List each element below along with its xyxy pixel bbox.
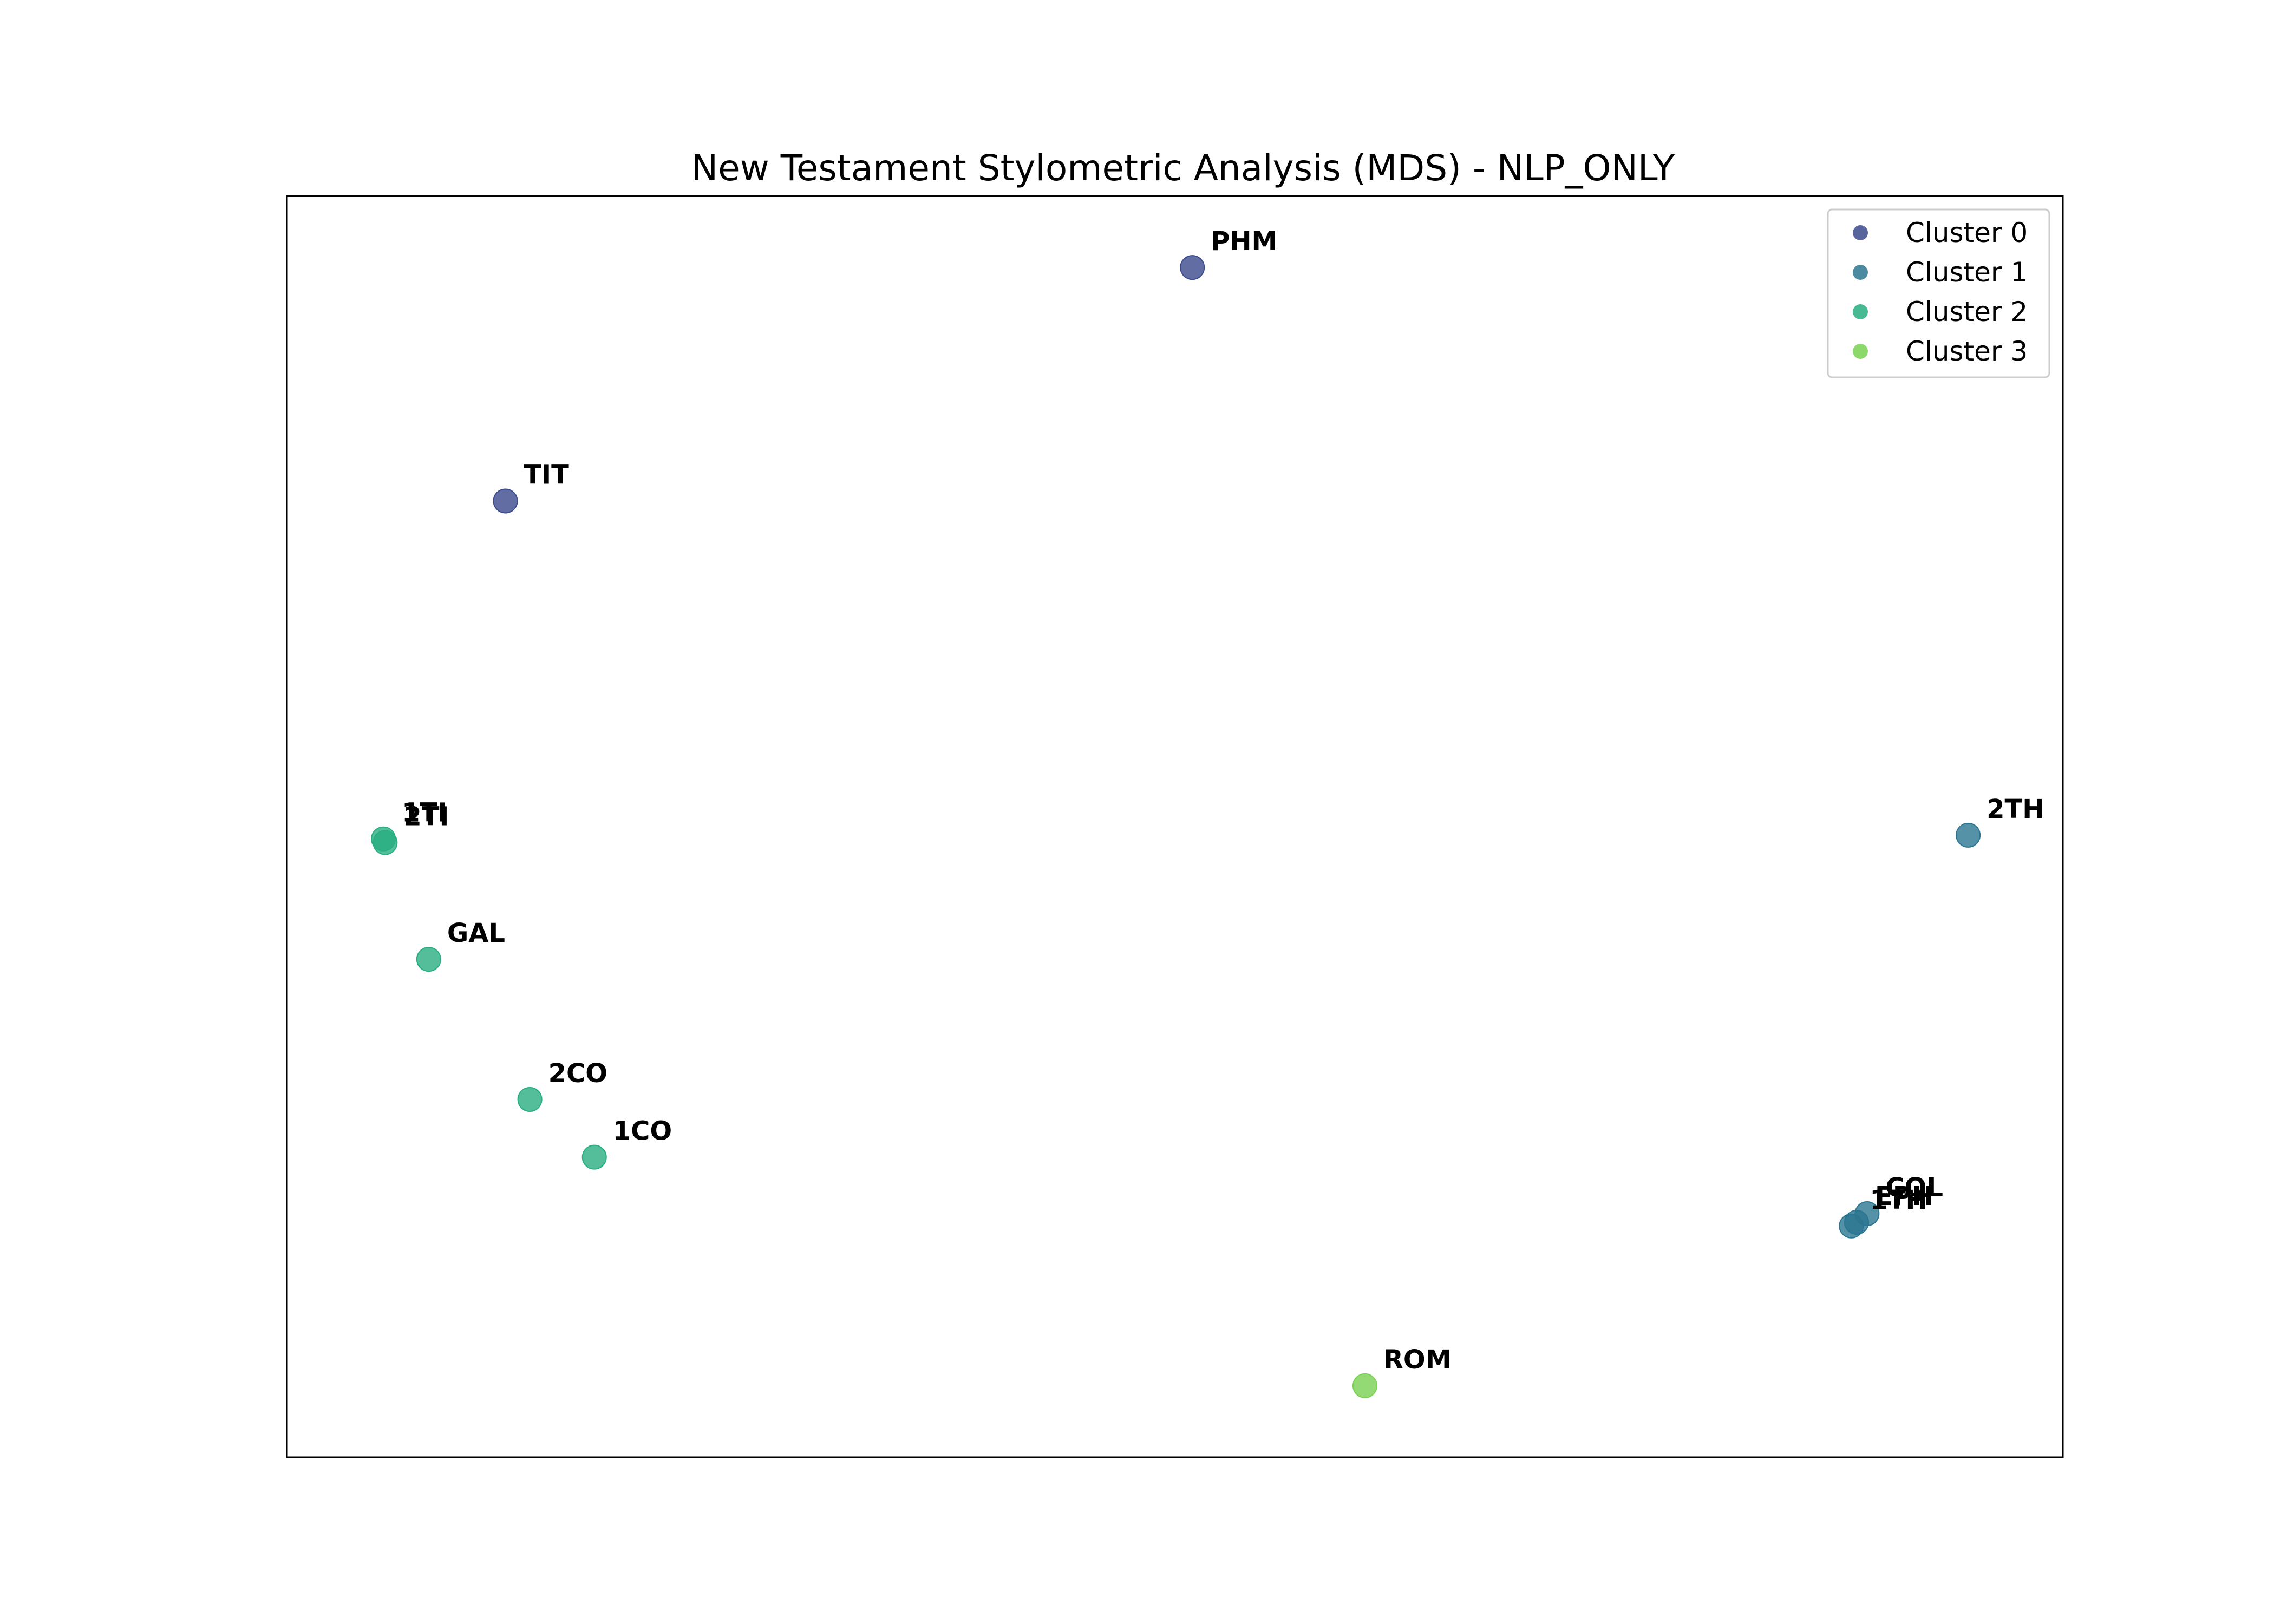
data-points-layer — [371, 255, 1981, 1398]
point-label-eph: EPH — [1875, 1181, 1933, 1212]
point-label-rom: ROM — [1383, 1345, 1452, 1375]
point-label-1co: 1CO — [613, 1116, 672, 1147]
legend-marker-cluster-1 — [1853, 265, 1868, 280]
legend-frame — [1827, 208, 2050, 378]
data-point-2ti — [373, 830, 398, 855]
data-point-rom — [1352, 1373, 1377, 1398]
legend-items: Cluster 0 Cluster 1 Cluster 2 Cluster 3 — [1853, 217, 2028, 367]
legend-label-cluster-3: Cluster 3 — [1906, 336, 2028, 367]
point-label-2co: 2CO — [548, 1058, 607, 1089]
point-label-phm: PHM — [1211, 226, 1277, 257]
legend-marker-cluster-2 — [1853, 304, 1868, 319]
point-label-gal: GAL — [447, 918, 505, 948]
legend-marker-cluster-0 — [1853, 225, 1868, 240]
data-point-2co — [517, 1086, 543, 1112]
legend-marker-cluster-3 — [1853, 344, 1868, 359]
legend-label-cluster-2: Cluster 2 — [1906, 296, 2028, 328]
point-label-col: COL — [1885, 1173, 1943, 1203]
point-label-1ti: 1TI — [402, 798, 447, 828]
legend-label-cluster-1: Cluster 1 — [1906, 257, 2028, 288]
data-point-2th — [1956, 822, 1981, 848]
legend: Cluster 0 Cluster 1 Cluster 2 Cluster 3 — [1827, 208, 2050, 378]
point-label-2th: 2TH — [1987, 794, 2044, 824]
point-label-2ti: 2TI — [403, 802, 449, 832]
point-label-1th: 1TH — [1870, 1185, 1927, 1215]
legend-label-cluster-0: Cluster 0 — [1906, 217, 2028, 248]
data-point-1co — [581, 1144, 607, 1170]
data-point-phm — [1180, 255, 1205, 280]
plot-area-frame — [286, 195, 2064, 1458]
data-point-1th — [1839, 1213, 1864, 1239]
chart-title: New Testament Stylometric Analysis (MDS)… — [691, 147, 1675, 189]
point-label-tit: TIT — [524, 460, 570, 490]
data-point-tit — [493, 488, 518, 514]
data-point-gal — [416, 947, 441, 972]
